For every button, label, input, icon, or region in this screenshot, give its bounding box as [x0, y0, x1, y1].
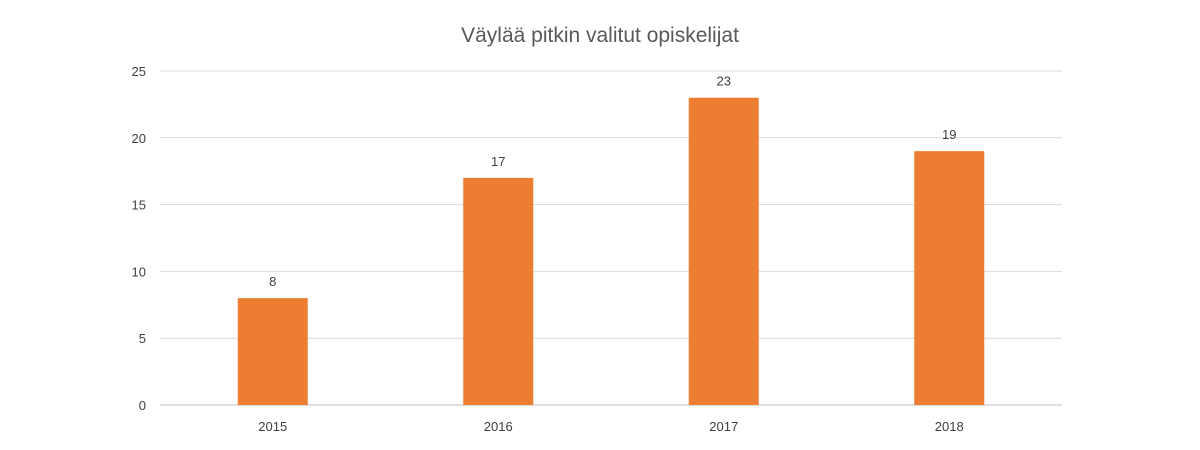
y-tick-label: 5: [139, 331, 146, 346]
y-tick-label: 0: [139, 398, 146, 413]
y-tick-label: 25: [132, 64, 146, 79]
bar-2016: [463, 177, 534, 405]
gridlines: [160, 70, 1062, 406]
data-label-2016: 17: [491, 154, 505, 169]
x-axis-ticks: 2015 2016 2017 2018: [258, 419, 963, 434]
bar-2018: [914, 151, 985, 405]
y-tick-label: 10: [132, 264, 146, 279]
chart-title: Väylää pitkin valitut opiskelijat: [461, 24, 739, 47]
bars: [237, 97, 985, 405]
bar-2015: [237, 298, 308, 405]
x-tick-label-2015: 2015: [258, 419, 287, 434]
data-label-2018: 19: [942, 127, 956, 142]
x-tick-label-2016: 2016: [484, 419, 513, 434]
data-label-2017: 23: [717, 74, 731, 89]
data-label-2015: 8: [269, 274, 276, 289]
y-axis-ticks: 0 5 10 15 20 25: [132, 64, 146, 413]
y-tick-label: 15: [132, 198, 146, 213]
y-tick-label: 20: [132, 131, 146, 146]
x-tick-label-2017: 2017: [709, 419, 738, 434]
bar-2017: [688, 97, 759, 405]
data-labels: 8 17 23 19: [269, 74, 956, 289]
x-tick-label-2018: 2018: [935, 419, 964, 434]
